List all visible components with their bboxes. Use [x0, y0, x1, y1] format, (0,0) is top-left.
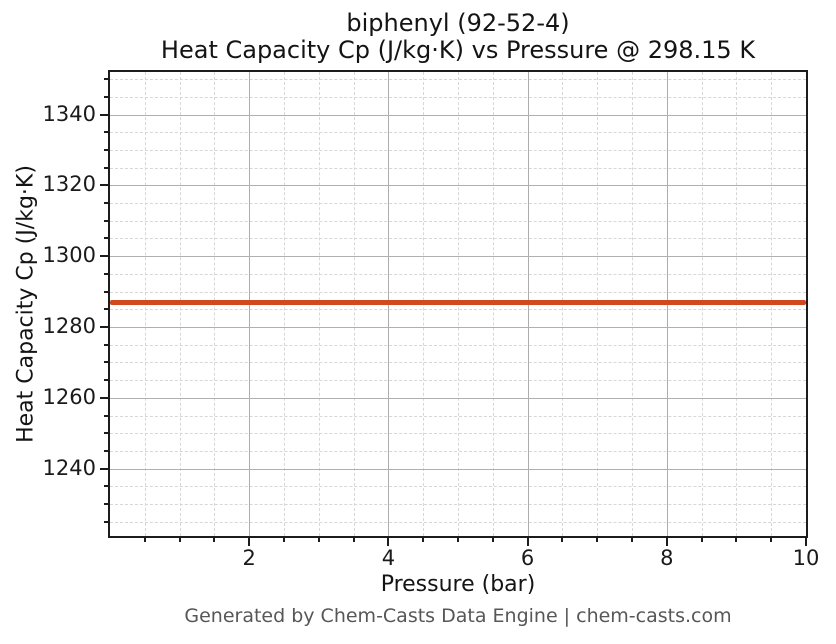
x-major-tick — [387, 538, 390, 546]
x-minor-tick — [422, 538, 425, 542]
y-tick-label: 1340 — [42, 101, 96, 126]
y-minor-gridline — [110, 433, 806, 435]
y-minor-tick — [104, 520, 108, 523]
x-minor-tick — [770, 538, 773, 542]
y-minor-tick — [104, 237, 108, 240]
x-major-tick — [248, 538, 251, 546]
y-minor-gridline — [110, 415, 806, 417]
y-major-tick — [100, 184, 108, 187]
y-major-tick — [100, 326, 108, 329]
y-major-gridline — [110, 468, 806, 470]
x-minor-tick — [561, 538, 564, 542]
footer-credit: Generated by Chem-Casts Data Engine | ch… — [184, 605, 732, 627]
x-minor-tick — [457, 538, 459, 542]
x-major-tick — [805, 538, 807, 546]
data-line-heat-capacity-cp — [110, 299, 806, 305]
y-minor-tick — [104, 202, 108, 205]
x-minor-tick — [700, 538, 703, 542]
y-minor-tick — [104, 272, 108, 275]
y-minor-gridline — [110, 167, 806, 169]
y-minor-gridline — [110, 291, 806, 293]
y-minor-gridline — [110, 273, 806, 275]
y-minor-gridline — [110, 203, 806, 205]
y-minor-tick — [104, 166, 108, 169]
y-minor-tick — [104, 308, 108, 311]
x-minor-tick — [317, 538, 320, 542]
y-minor-tick — [104, 361, 108, 364]
x-tick-label: 6 — [520, 546, 535, 570]
x-tick-label: 2 — [242, 546, 256, 570]
x-minor-tick — [283, 538, 285, 542]
x-major-tick — [526, 538, 529, 546]
x-minor-tick — [178, 538, 181, 542]
y-minor-gridline — [110, 96, 806, 98]
y-minor-gridline — [110, 344, 806, 346]
x-minor-tick — [735, 538, 738, 542]
y-minor-gridline — [110, 486, 806, 488]
y-major-tick — [100, 113, 108, 116]
y-minor-tick — [104, 379, 108, 382]
y-minor-gridline — [110, 380, 806, 382]
chart-title: biphenyl (92-52-4) Heat Capacity Cp (J/k… — [108, 10, 808, 64]
y-minor-tick — [104, 219, 108, 222]
y-major-gridline — [110, 256, 806, 258]
chart-title-line2: Heat Capacity Cp (J/kg·K) vs Pressure @ … — [160, 36, 756, 64]
y-minor-gridline — [110, 309, 806, 311]
y-major-tick — [100, 255, 108, 258]
y-minor-tick — [104, 449, 108, 452]
y-minor-tick — [104, 485, 108, 488]
chart-title-line1: biphenyl (92-52-4) — [346, 9, 570, 37]
y-major-gridline — [110, 397, 806, 399]
x-minor-tick — [631, 538, 633, 542]
y-major-gridline — [110, 185, 806, 187]
y-minor-gridline — [110, 238, 806, 240]
x-tick-label: 4 — [381, 546, 396, 570]
x-minor-tick — [143, 538, 146, 542]
x-axis-label: Pressure (bar) — [380, 572, 536, 597]
x-minor-tick — [213, 538, 216, 542]
y-minor-tick — [104, 95, 108, 98]
y-minor-gridline — [110, 132, 806, 134]
y-tick-label: 1300 — [42, 243, 96, 268]
y-minor-tick — [104, 343, 108, 346]
y-minor-gridline — [110, 220, 806, 222]
y-minor-gridline — [110, 362, 806, 364]
x-minor-tick — [596, 538, 599, 542]
y-minor-gridline — [110, 504, 806, 506]
x-tick-label: 10 — [792, 546, 820, 570]
y-tick-label: 1260 — [42, 384, 96, 409]
y-major-gridline — [110, 114, 806, 116]
y-major-tick — [100, 467, 108, 470]
y-minor-tick — [104, 290, 108, 293]
x-minor-tick — [491, 538, 494, 542]
y-minor-tick — [104, 131, 108, 134]
x-major-tick — [665, 538, 668, 546]
y-minor-gridline — [110, 79, 806, 81]
plot-area — [108, 70, 808, 538]
y-minor-tick — [104, 503, 108, 506]
x-tick-label: 8 — [660, 546, 674, 570]
y-minor-gridline — [110, 521, 806, 523]
y-major-gridline — [110, 327, 806, 329]
x-minor-tick — [352, 538, 355, 542]
y-tick-label: 1320 — [42, 172, 96, 197]
y-tick-label: 1280 — [42, 314, 96, 339]
y-minor-gridline — [110, 450, 806, 452]
y-tick-label: 1240 — [42, 455, 96, 480]
y-minor-tick — [104, 78, 108, 81]
y-minor-tick — [104, 148, 108, 151]
y-minor-tick — [104, 432, 108, 435]
y-major-tick — [100, 396, 108, 399]
y-minor-gridline — [110, 149, 806, 151]
y-minor-tick — [104, 414, 108, 417]
